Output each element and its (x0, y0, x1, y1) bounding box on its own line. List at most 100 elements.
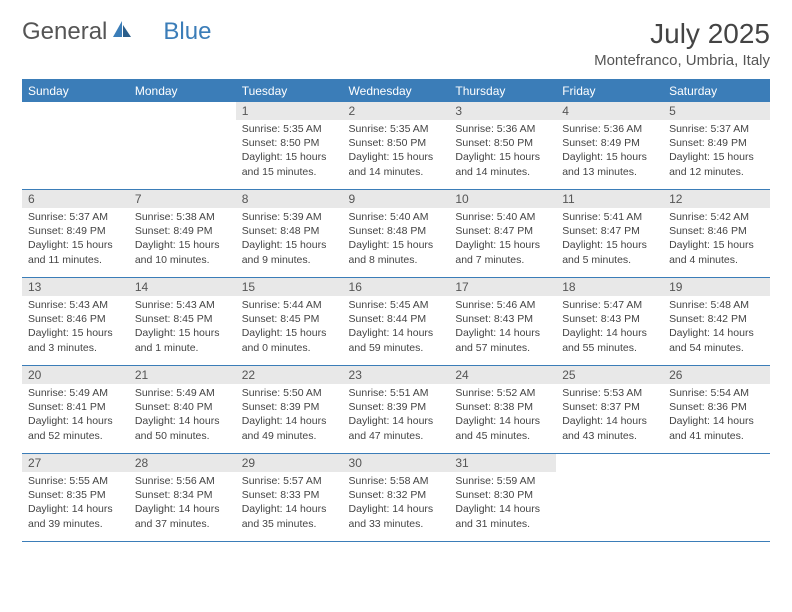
day-content: Sunrise: 5:36 AMSunset: 8:50 PMDaylight:… (449, 120, 556, 183)
day-number: 27 (22, 454, 129, 472)
calendar-table: SundayMondayTuesdayWednesdayThursdayFrid… (22, 79, 770, 542)
day-content: Sunrise: 5:40 AMSunset: 8:47 PMDaylight:… (449, 208, 556, 271)
day-content: Sunrise: 5:47 AMSunset: 8:43 PMDaylight:… (556, 296, 663, 359)
calendar-cell: 25Sunrise: 5:53 AMSunset: 8:37 PMDayligh… (556, 366, 663, 454)
calendar-cell: 12Sunrise: 5:42 AMSunset: 8:46 PMDayligh… (663, 190, 770, 278)
calendar-cell: 22Sunrise: 5:50 AMSunset: 8:39 PMDayligh… (236, 366, 343, 454)
day-content: Sunrise: 5:52 AMSunset: 8:38 PMDaylight:… (449, 384, 556, 447)
weekday-header: Thursday (449, 80, 556, 102)
day-number: 4 (556, 102, 663, 120)
day-number: 31 (449, 454, 556, 472)
day-content: Sunrise: 5:56 AMSunset: 8:34 PMDaylight:… (129, 472, 236, 535)
day-content: Sunrise: 5:36 AMSunset: 8:49 PMDaylight:… (556, 120, 663, 183)
day-content: Sunrise: 5:53 AMSunset: 8:37 PMDaylight:… (556, 384, 663, 447)
calendar-row: 20Sunrise: 5:49 AMSunset: 8:41 PMDayligh… (22, 366, 770, 454)
weekday-header: Tuesday (236, 80, 343, 102)
day-content: Sunrise: 5:51 AMSunset: 8:39 PMDaylight:… (343, 384, 450, 447)
day-content: Sunrise: 5:59 AMSunset: 8:30 PMDaylight:… (449, 472, 556, 535)
day-content: Sunrise: 5:38 AMSunset: 8:49 PMDaylight:… (129, 208, 236, 271)
day-number: 18 (556, 278, 663, 296)
calendar-cell: 24Sunrise: 5:52 AMSunset: 8:38 PMDayligh… (449, 366, 556, 454)
day-number: 19 (663, 278, 770, 296)
calendar-cell: 15Sunrise: 5:44 AMSunset: 8:45 PMDayligh… (236, 278, 343, 366)
calendar-row: 27Sunrise: 5:55 AMSunset: 8:35 PMDayligh… (22, 454, 770, 542)
day-number: 15 (236, 278, 343, 296)
day-content: Sunrise: 5:49 AMSunset: 8:41 PMDaylight:… (22, 384, 129, 447)
day-content: Sunrise: 5:48 AMSunset: 8:42 PMDaylight:… (663, 296, 770, 359)
day-number: 13 (22, 278, 129, 296)
location-text: Montefranco, Umbria, Italy (594, 52, 770, 69)
calendar-cell: 9Sunrise: 5:40 AMSunset: 8:48 PMDaylight… (343, 190, 450, 278)
day-content: Sunrise: 5:43 AMSunset: 8:45 PMDaylight:… (129, 296, 236, 359)
calendar-cell: 4Sunrise: 5:36 AMSunset: 8:49 PMDaylight… (556, 102, 663, 190)
sail-icon (111, 18, 133, 46)
header: General Blue July 2025 Montefranco, Umbr… (22, 18, 770, 69)
day-number: 29 (236, 454, 343, 472)
day-content: Sunrise: 5:54 AMSunset: 8:36 PMDaylight:… (663, 384, 770, 447)
calendar-cell: 16Sunrise: 5:45 AMSunset: 8:44 PMDayligh… (343, 278, 450, 366)
day-number: 2 (343, 102, 450, 120)
calendar-cell: 14Sunrise: 5:43 AMSunset: 8:45 PMDayligh… (129, 278, 236, 366)
calendar-cell-empty (556, 454, 663, 542)
calendar-cell: 26Sunrise: 5:54 AMSunset: 8:36 PMDayligh… (663, 366, 770, 454)
calendar-cell: 10Sunrise: 5:40 AMSunset: 8:47 PMDayligh… (449, 190, 556, 278)
day-content: Sunrise: 5:58 AMSunset: 8:32 PMDaylight:… (343, 472, 450, 535)
calendar-cell: 29Sunrise: 5:57 AMSunset: 8:33 PMDayligh… (236, 454, 343, 542)
calendar-cell: 2Sunrise: 5:35 AMSunset: 8:50 PMDaylight… (343, 102, 450, 190)
calendar-row: 1Sunrise: 5:35 AMSunset: 8:50 PMDaylight… (22, 102, 770, 190)
calendar-cell-empty (22, 102, 129, 190)
weekday-header: Saturday (663, 80, 770, 102)
calendar-cell: 8Sunrise: 5:39 AMSunset: 8:48 PMDaylight… (236, 190, 343, 278)
day-content: Sunrise: 5:49 AMSunset: 8:40 PMDaylight:… (129, 384, 236, 447)
day-number: 21 (129, 366, 236, 384)
day-number: 9 (343, 190, 450, 208)
weekday-header: Wednesday (343, 80, 450, 102)
day-number: 23 (343, 366, 450, 384)
day-number: 10 (449, 190, 556, 208)
calendar-cell: 3Sunrise: 5:36 AMSunset: 8:50 PMDaylight… (449, 102, 556, 190)
day-number: 28 (129, 454, 236, 472)
weekday-header: Friday (556, 80, 663, 102)
day-content: Sunrise: 5:39 AMSunset: 8:48 PMDaylight:… (236, 208, 343, 271)
day-content: Sunrise: 5:43 AMSunset: 8:46 PMDaylight:… (22, 296, 129, 359)
day-number: 3 (449, 102, 556, 120)
day-content: Sunrise: 5:41 AMSunset: 8:47 PMDaylight:… (556, 208, 663, 271)
weekday-header: Monday (129, 80, 236, 102)
day-content: Sunrise: 5:45 AMSunset: 8:44 PMDaylight:… (343, 296, 450, 359)
day-content: Sunrise: 5:40 AMSunset: 8:48 PMDaylight:… (343, 208, 450, 271)
calendar-cell: 20Sunrise: 5:49 AMSunset: 8:41 PMDayligh… (22, 366, 129, 454)
day-number: 8 (236, 190, 343, 208)
calendar-cell: 18Sunrise: 5:47 AMSunset: 8:43 PMDayligh… (556, 278, 663, 366)
day-content: Sunrise: 5:46 AMSunset: 8:43 PMDaylight:… (449, 296, 556, 359)
day-content: Sunrise: 5:35 AMSunset: 8:50 PMDaylight:… (343, 120, 450, 183)
calendar-cell: 7Sunrise: 5:38 AMSunset: 8:49 PMDaylight… (129, 190, 236, 278)
day-number: 16 (343, 278, 450, 296)
day-content: Sunrise: 5:42 AMSunset: 8:46 PMDaylight:… (663, 208, 770, 271)
day-number: 17 (449, 278, 556, 296)
day-content: Sunrise: 5:44 AMSunset: 8:45 PMDaylight:… (236, 296, 343, 359)
brand-name-part1: General (22, 18, 107, 46)
month-title: July 2025 (594, 18, 770, 50)
day-number: 7 (129, 190, 236, 208)
calendar-cell-empty (129, 102, 236, 190)
day-number: 6 (22, 190, 129, 208)
calendar-cell: 6Sunrise: 5:37 AMSunset: 8:49 PMDaylight… (22, 190, 129, 278)
day-number: 25 (556, 366, 663, 384)
calendar-cell: 27Sunrise: 5:55 AMSunset: 8:35 PMDayligh… (22, 454, 129, 542)
day-content: Sunrise: 5:37 AMSunset: 8:49 PMDaylight:… (22, 208, 129, 271)
calendar-cell: 21Sunrise: 5:49 AMSunset: 8:40 PMDayligh… (129, 366, 236, 454)
calendar-cell: 1Sunrise: 5:35 AMSunset: 8:50 PMDaylight… (236, 102, 343, 190)
day-content: Sunrise: 5:57 AMSunset: 8:33 PMDaylight:… (236, 472, 343, 535)
day-content: Sunrise: 5:55 AMSunset: 8:35 PMDaylight:… (22, 472, 129, 535)
calendar-cell: 5Sunrise: 5:37 AMSunset: 8:49 PMDaylight… (663, 102, 770, 190)
calendar-cell: 11Sunrise: 5:41 AMSunset: 8:47 PMDayligh… (556, 190, 663, 278)
day-content: Sunrise: 5:50 AMSunset: 8:39 PMDaylight:… (236, 384, 343, 447)
weekday-header-row: SundayMondayTuesdayWednesdayThursdayFrid… (22, 80, 770, 102)
calendar-cell: 30Sunrise: 5:58 AMSunset: 8:32 PMDayligh… (343, 454, 450, 542)
calendar-cell-empty (663, 454, 770, 542)
day-number: 24 (449, 366, 556, 384)
day-content: Sunrise: 5:37 AMSunset: 8:49 PMDaylight:… (663, 120, 770, 183)
day-number: 20 (22, 366, 129, 384)
day-number: 5 (663, 102, 770, 120)
day-number: 22 (236, 366, 343, 384)
